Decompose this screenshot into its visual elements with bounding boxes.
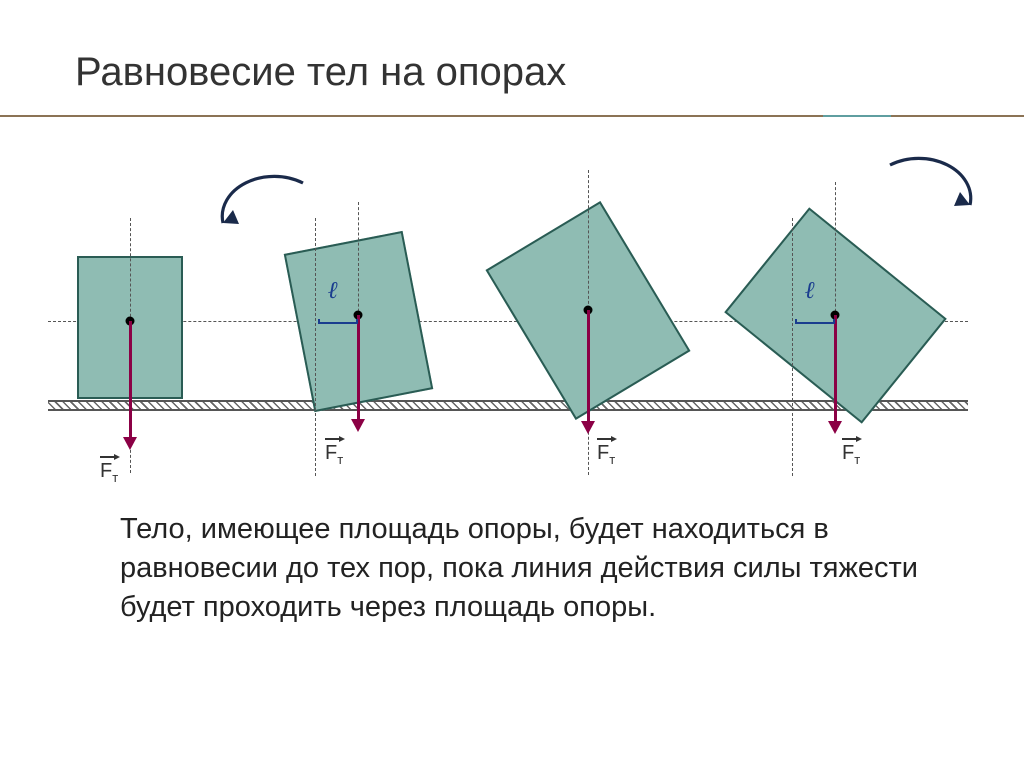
- gravity-force-arrow-1: [129, 321, 132, 441]
- ground-surface: [48, 400, 968, 411]
- cm-guide-4: [835, 182, 836, 332]
- force-label-2: Fт: [325, 442, 343, 467]
- body-text: Тело, имеющее площадь опоры, будет наход…: [120, 510, 940, 627]
- gravity-force-arrow-2: [357, 315, 360, 423]
- force-label-4: Fт: [842, 442, 860, 467]
- lever-arm-label-2: ℓ: [328, 278, 338, 305]
- rotation-arrow-4: [870, 150, 990, 230]
- lever-arm-bracket-2: [318, 319, 358, 324]
- equilibrium-diagram: FтFтℓFтFтℓ: [0, 130, 1024, 470]
- force-label-3: Fт: [597, 442, 615, 467]
- force-label-1: Fт: [100, 460, 118, 485]
- gravity-force-arrow-3: [587, 310, 590, 425]
- gravity-force-arrow-4: [834, 315, 837, 425]
- lever-arm-label-4: ℓ: [805, 278, 815, 305]
- pivot-guide-4: [792, 218, 793, 476]
- slide-title: Равновесие тел на опорах: [75, 50, 566, 95]
- pivot-guide-2: [315, 218, 316, 476]
- rotation-arrow-2: [203, 168, 323, 248]
- title-accent: [823, 115, 891, 117]
- lever-arm-bracket-4: [795, 319, 835, 324]
